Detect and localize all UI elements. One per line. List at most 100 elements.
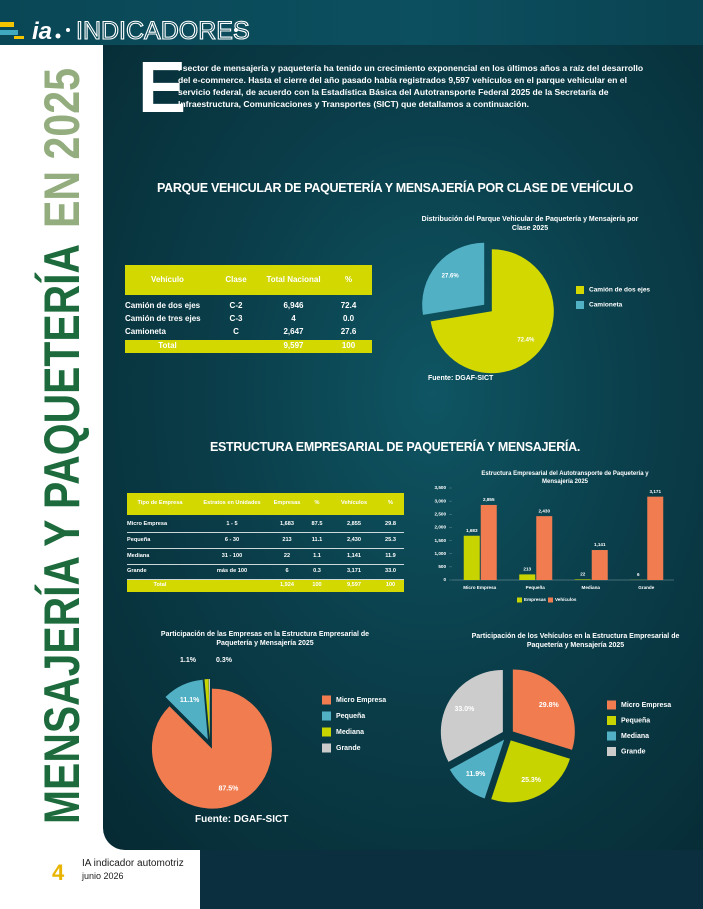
x-tick-label: Grande bbox=[638, 585, 655, 590]
issue-date: junio 2026 bbox=[81, 871, 124, 881]
pie-slice bbox=[512, 669, 575, 750]
y-tick-label: 500 bbox=[438, 564, 446, 569]
legend-label: Grande bbox=[621, 748, 646, 755]
table-cell: 2,430 bbox=[347, 536, 361, 543]
table-cell: 6 bbox=[285, 567, 289, 574]
legend-label: Micro Empresa bbox=[336, 697, 386, 704]
bar bbox=[480, 504, 497, 580]
legend-label: Vehículos bbox=[555, 597, 577, 602]
legend-swatch bbox=[322, 743, 331, 753]
table-cell: Camión de dos ejes bbox=[125, 300, 201, 310]
table-header-cell: % bbox=[314, 500, 320, 507]
header-logo: ia bbox=[32, 18, 52, 45]
legend-label: Grande bbox=[336, 745, 361, 752]
table-header-cell: Vehículos bbox=[340, 500, 368, 507]
table-cell: 25.3 bbox=[385, 536, 396, 543]
bar bbox=[574, 579, 591, 580]
table-row-line bbox=[127, 579, 404, 580]
y-tick-label: 1,000 bbox=[435, 551, 447, 556]
pie-slice bbox=[430, 249, 554, 374]
table-cell: 33.0 bbox=[385, 567, 396, 574]
table-total-cell: Total bbox=[153, 582, 167, 589]
table-cell: 6 - 30 bbox=[224, 536, 240, 543]
header-dot bbox=[55, 33, 61, 39]
table-cell: 3,171 bbox=[347, 567, 361, 574]
value-label: 29.8% bbox=[539, 702, 560, 709]
table-cell: Camioneta bbox=[125, 326, 166, 336]
header-bar bbox=[0, 0, 703, 45]
y-tick-label: 1,500 bbox=[435, 538, 447, 543]
table-cell: Pequeña bbox=[127, 536, 151, 543]
pie-slice bbox=[491, 740, 570, 803]
legend-label: Mediana bbox=[336, 729, 364, 736]
pie-slice bbox=[151, 688, 272, 809]
table-cell: 11.1 bbox=[311, 536, 323, 543]
table-row-line bbox=[127, 548, 404, 549]
table-cell: 1,141 bbox=[347, 552, 361, 559]
table-cell: 0.0 bbox=[342, 313, 355, 323]
table-cell: 11.9 bbox=[385, 552, 396, 559]
chart-title: Participación de las Empresas en la Estr… bbox=[160, 631, 370, 647]
table-total-cell: 100 bbox=[385, 582, 396, 589]
table-header-bg bbox=[127, 493, 404, 515]
table-total-bg bbox=[125, 340, 372, 353]
table-cell: Camión de tres ejes bbox=[125, 313, 201, 323]
pie-slice bbox=[449, 739, 505, 799]
table-cell: 4 bbox=[291, 313, 296, 323]
bar bbox=[463, 535, 480, 580]
table-cell: 72.4 bbox=[340, 300, 357, 310]
table-total-bg bbox=[127, 580, 404, 592]
table-cell: 31 - 100 bbox=[221, 552, 243, 559]
legend-swatch bbox=[607, 731, 616, 741]
value-label: 1,683 bbox=[466, 528, 478, 533]
table-cell: C bbox=[233, 326, 239, 336]
legend-swatch bbox=[576, 301, 584, 309]
legend-swatch bbox=[548, 597, 553, 603]
legend-label: Pequeña bbox=[621, 717, 650, 724]
table-total-cell: Total bbox=[158, 341, 177, 351]
legend-swatch bbox=[607, 700, 616, 710]
table-cell: 213 bbox=[282, 536, 292, 543]
header-dot bbox=[66, 28, 70, 32]
side-title: MENSAJERÍA Y PAQUETERÍA EN 2025 bbox=[34, 68, 90, 824]
legend-label: Camioneta bbox=[589, 302, 623, 309]
table-cell: 22 bbox=[283, 552, 291, 559]
value-label: 33.0% bbox=[454, 706, 475, 713]
table-header-cell: Total Nacional bbox=[266, 274, 321, 284]
legend-swatch bbox=[607, 716, 616, 725]
table-total-cell: 100 bbox=[312, 582, 322, 589]
legend-label: Micro Empresa bbox=[621, 702, 671, 709]
y-tick-label: 2,000 bbox=[435, 525, 447, 530]
value-label: 3,171 bbox=[650, 489, 662, 494]
x-tick-label: Mediana bbox=[582, 585, 601, 590]
table-row-line bbox=[127, 532, 404, 533]
chart-title: Estructura Empresarial del Autotransport… bbox=[481, 471, 649, 485]
value-label: 2,430 bbox=[539, 508, 551, 513]
value-label: 25.3% bbox=[521, 777, 542, 784]
table-cell: C-2 bbox=[229, 300, 243, 310]
value-label: 27.6% bbox=[442, 273, 460, 279]
value-label: 22 bbox=[580, 572, 586, 577]
x-tick-label: Micro Empresa bbox=[463, 585, 496, 590]
header-stripe bbox=[0, 22, 14, 27]
table-header-cell: % bbox=[344, 274, 353, 284]
y-tick-label: 0 bbox=[443, 577, 446, 582]
section-title: ESTRUCTURA EMPRESARIAL DE PAQUETERÍA Y M… bbox=[209, 440, 580, 454]
legend-swatch bbox=[322, 711, 331, 721]
table-row-line bbox=[127, 564, 404, 565]
value-label: 1,141 bbox=[594, 542, 606, 547]
pie-slice bbox=[204, 679, 210, 740]
table-header-cell: Empresas bbox=[273, 500, 301, 507]
table-total-cell: 9,597 bbox=[283, 341, 304, 351]
footer-block bbox=[200, 850, 703, 909]
table-cell: 27.6 bbox=[340, 326, 357, 336]
header-section: INDICADORES bbox=[76, 17, 250, 45]
bar bbox=[536, 516, 553, 580]
table-cell: 0.3 bbox=[313, 567, 321, 574]
value-label: 2,855 bbox=[483, 497, 495, 502]
bar bbox=[647, 496, 664, 580]
bar bbox=[591, 550, 608, 580]
header-dot bbox=[234, 28, 238, 32]
pie-slice bbox=[422, 242, 485, 315]
